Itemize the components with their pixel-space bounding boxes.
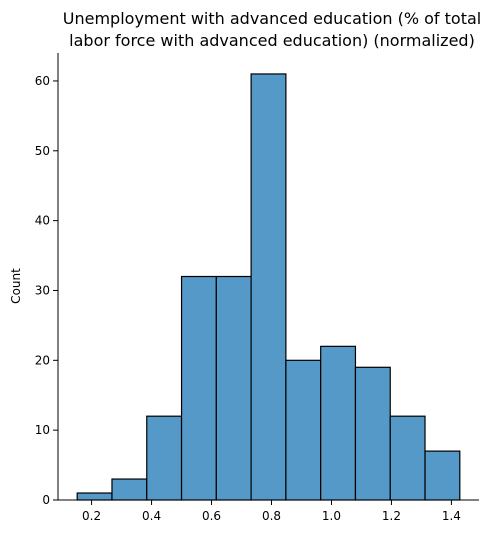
histogram-bar [285,359,322,501]
x-tick-label: 1.2 [382,509,401,523]
y-tick-label: 40 [35,214,50,228]
chart-title-line-2: labor force with advanced education) (no… [69,31,475,50]
histogram-bar [111,478,148,501]
x-tick-label: 1.4 [442,509,461,523]
histogram-bar [76,492,113,501]
histogram-bars [76,73,461,501]
y-tick-label: 0 [42,493,50,507]
chart-title-line-1: Unemployment with advanced education (% … [63,9,481,28]
x-tick-label: 0.4 [142,509,161,523]
histogram-bar [424,450,461,501]
y-tick-label: 10 [35,423,50,437]
y-tick-label: 30 [35,283,50,297]
histogram-bar [354,366,391,501]
chart-title: Unemployment with advanced education (% … [63,9,481,50]
histogram-bar [320,345,357,501]
y-axis-label: Count [9,268,23,304]
histogram-bar [146,415,183,501]
histogram-bar [215,275,252,501]
x-axis: 0.2 0.4 0.6 0.8 1.0 1.2 1.4 [58,499,479,523]
x-tick-label: 0.2 [82,509,101,523]
histogram-bar [250,73,287,501]
y-tick-label: 20 [35,353,50,367]
y-axis: 0 10 20 30 40 50 60 [35,53,59,507]
histogram-bar [389,415,426,501]
y-tick-label: 50 [35,144,50,158]
x-tick-label: 0.6 [202,509,221,523]
x-tick-label: 1.0 [322,509,341,523]
x-tick-label: 0.8 [262,509,281,523]
y-tick-label: 60 [35,74,50,88]
histogram-bar [180,275,217,501]
